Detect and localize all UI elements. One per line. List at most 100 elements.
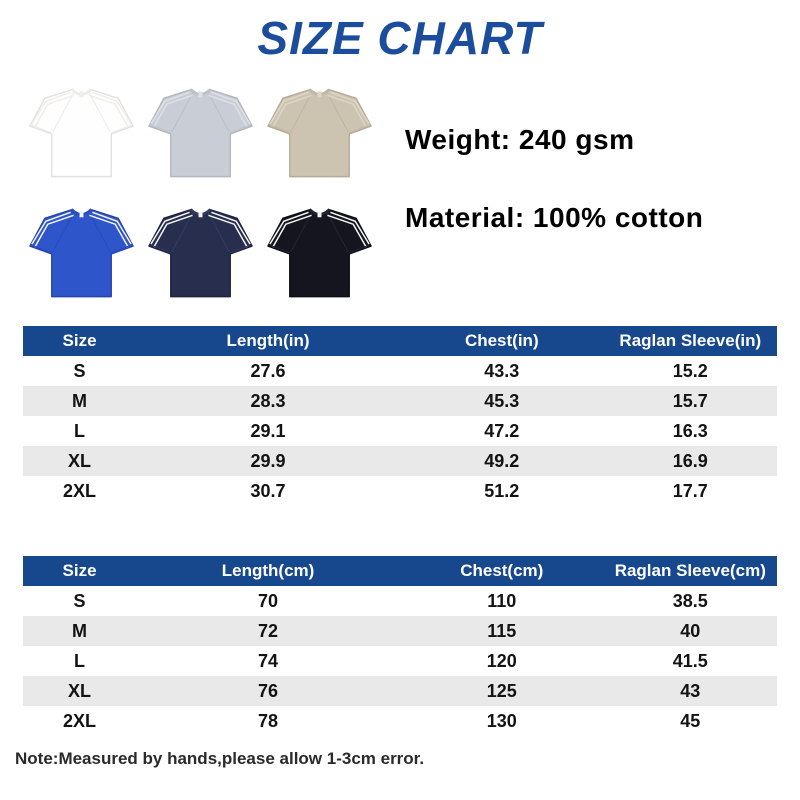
- tshirt-navy-image: [148, 208, 253, 298]
- tshirt-cuff-seams: [269, 244, 370, 254]
- tshirt-raglan-seams: [290, 91, 349, 133]
- tshirt-cuff-seams: [31, 244, 132, 254]
- measurement-note: Note:Measured by hands,please allow 1-3c…: [15, 749, 425, 768]
- tshirt-raglan-seams: [52, 211, 111, 253]
- table-cell: S: [73, 360, 86, 381]
- table-cell: 38.5: [672, 590, 708, 611]
- table-row: M 72 115 40: [23, 616, 777, 646]
- spec-weight: Weight: 240 gsm: [405, 124, 635, 155]
- table-cell: 70: [258, 590, 279, 611]
- table-cell: XL: [23, 676, 137, 706]
- table-cell: 45.3: [399, 386, 604, 416]
- tshirt-gallery: [22, 72, 379, 314]
- table-row: 2XL 78 130 45: [23, 706, 777, 736]
- table-cell: 30.7: [250, 480, 286, 501]
- tshirt-neck-label: [198, 211, 203, 218]
- size-table-inches: Size Length(in) Chest(in) Raglan Sleeve(…: [23, 326, 777, 506]
- tshirt-shoulder-stripes: [269, 91, 370, 128]
- table-cell: 49.2: [399, 446, 604, 476]
- table-cell: XL: [23, 446, 137, 476]
- tshirt-raglan-seams: [171, 91, 230, 133]
- size-table-cm: Size Length(cm) Chest(cm) Raglan Sleeve(…: [23, 556, 777, 736]
- tshirt-shoulder-stripes: [150, 211, 251, 248]
- tshirt-raglan-seams: [52, 91, 111, 133]
- table-cell: 16.9: [603, 446, 777, 476]
- tshirt-neck-label: [317, 211, 322, 218]
- column-header-length-cm: Length(cm): [136, 556, 400, 586]
- tshirt-cuff-seams: [269, 124, 370, 134]
- table-cell: 43: [603, 676, 777, 706]
- table-cell: 17.7: [672, 480, 708, 501]
- tshirt-raglan-seams: [171, 211, 230, 253]
- table-cell: 78: [258, 710, 279, 731]
- table-body-cm: S 70 110 38.5 M 72 115 40 L 74 120 41.5 XL 76 125 43 2XL…: [23, 586, 777, 736]
- table-row: M 28.3 45.3 15.7: [23, 386, 777, 416]
- table-cell: 40: [603, 616, 777, 646]
- table-header-cm: Size Length(cm) Chest(cm) Raglan Sleeve(…: [23, 556, 777, 586]
- table-cell: M: [23, 386, 137, 416]
- column-header-chest-cm: Chest(cm): [399, 556, 604, 586]
- table-row: S 27.6 43.3 15.2: [23, 356, 777, 386]
- table-cell: 74: [258, 650, 279, 671]
- table-header-inches: Size Length(in) Chest(in) Raglan Sleeve(…: [23, 326, 777, 356]
- table-row: S 70 110 38.5: [23, 586, 777, 616]
- table-cell: 72: [136, 616, 400, 646]
- table-row: 2XL 30.7 51.2 17.7: [23, 476, 777, 506]
- table-cell: 27.6: [250, 360, 286, 381]
- hero-section: Weight: 240 gsm Material: 100% cotton: [0, 72, 800, 314]
- table-row: XL 29.9 49.2 16.9: [23, 446, 777, 476]
- table-row: L 29.1 47.2 16.3: [23, 416, 777, 446]
- table-cell: 2XL: [63, 710, 97, 731]
- table-cell: 15.7: [603, 386, 777, 416]
- table-cell: 29.1: [250, 420, 286, 441]
- table-header-row: Size Length(cm) Chest(cm) Raglan Sleeve(…: [23, 556, 777, 586]
- table-cell: 125: [399, 676, 604, 706]
- tshirt-neck-label: [317, 91, 322, 98]
- table-cell: M: [23, 616, 137, 646]
- column-header-length-in: Length(in): [136, 326, 400, 356]
- tshirt-neck-label: [198, 91, 203, 98]
- column-header-raglan-sleeve-cm: Raglan Sleeve(cm): [603, 556, 777, 586]
- table-cell: L: [74, 650, 86, 671]
- table-header-row: Size Length(in) Chest(in) Raglan Sleeve(…: [23, 326, 777, 356]
- tshirt-heather-gray-image: [148, 88, 253, 178]
- tshirt-shoulder-stripes: [31, 211, 132, 248]
- tshirt-black-image: [267, 208, 372, 298]
- table-cell: 45: [680, 710, 701, 731]
- table-cell: 28.3: [136, 386, 400, 416]
- tshirt-cuff-seams: [150, 124, 251, 134]
- table-cell: 76: [136, 676, 400, 706]
- spec-material: Material: 100% cotton: [405, 202, 704, 233]
- table-body-inches: S 27.6 43.3 15.2 M 28.3 45.3 15.7 L 29.1 47.2 16.3 X…: [23, 356, 777, 506]
- tshirt-royal-blue-image: [29, 208, 134, 298]
- table-cell: 15.2: [672, 360, 708, 381]
- column-header-size: Size: [23, 326, 137, 356]
- table-cell: 16.3: [672, 420, 708, 441]
- table-cell: S: [73, 590, 86, 611]
- tshirt-neck-label: [79, 211, 84, 218]
- table-cell: 2XL: [63, 480, 97, 501]
- table-cell: 110: [487, 590, 517, 611]
- column-header-chest-in: Chest(in): [399, 326, 604, 356]
- table-row: XL 76 125 43: [23, 676, 777, 706]
- column-header-raglan-sleeve-in: Raglan Sleeve(in): [603, 326, 777, 356]
- table-cell: 115: [399, 616, 604, 646]
- tshirt-khaki-image: [267, 88, 372, 178]
- tshirt-shoulder-stripes: [150, 91, 251, 128]
- tshirt-shoulder-stripes: [269, 211, 370, 248]
- tshirt-raglan-seams: [290, 211, 349, 253]
- table-cell: 120: [486, 650, 517, 671]
- page-title: SIZE CHART: [257, 12, 543, 64]
- column-header-size: Size: [23, 556, 137, 586]
- tshirt-cuff-seams: [31, 124, 132, 134]
- tshirt-white-image: [29, 88, 134, 178]
- table-cell: L: [74, 420, 86, 441]
- tshirt-shoulder-stripes: [31, 91, 132, 128]
- table-cell: 51.2: [484, 480, 520, 501]
- table-cell: 47.2: [484, 420, 520, 441]
- tshirt-cuff-seams: [150, 244, 251, 254]
- table-cell: 130: [486, 710, 517, 731]
- table-row: L 74 120 41.5: [23, 646, 777, 676]
- product-specs: Weight: 240 gsm Material: 100% cotton: [405, 72, 703, 314]
